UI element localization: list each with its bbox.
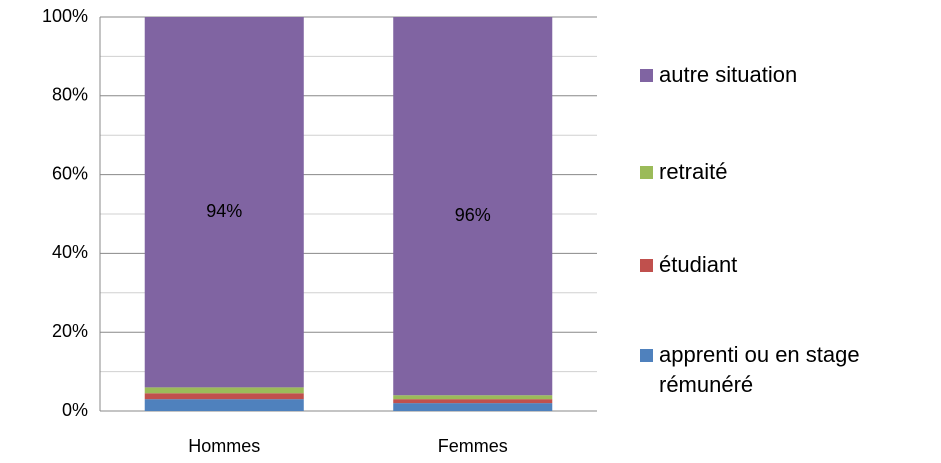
legend-label: autre situation (659, 62, 798, 87)
bar-segment (393, 17, 553, 396)
bar-segment (393, 395, 553, 400)
bar-segment (144, 17, 304, 388)
y-tick-label: 20% (52, 321, 88, 341)
bar-segment (393, 399, 553, 404)
legend-swatch (640, 69, 653, 82)
legend-swatch (640, 259, 653, 272)
bar-segment (144, 393, 304, 400)
legend-label: apprenti ou en stage rémunéré (659, 342, 860, 397)
data-label: 94% (206, 201, 242, 221)
y-tick-label: 100% (42, 6, 88, 26)
y-tick-label: 0% (62, 400, 88, 420)
legend-item: apprenti ou en stage rémunéré (640, 340, 940, 400)
legend-item: étudiant (640, 250, 940, 280)
x-tick-label: Femmes (438, 436, 508, 456)
bar-segment (393, 403, 553, 411)
legend-item: retraité (640, 157, 940, 187)
legend-label: retraité (659, 159, 728, 184)
data-label: 96% (455, 205, 491, 225)
chart: 0% 20% 40% 60% 80% 100% 94% Hommes 96% Femmes (42, 6, 597, 456)
legend-label: étudiant (659, 252, 738, 277)
legend-swatch (640, 166, 653, 179)
bar-segment (144, 399, 304, 411)
x-tick-label: Hommes (188, 436, 260, 456)
legend-item: autre situation (640, 60, 940, 90)
y-tick-label: 80% (52, 85, 88, 105)
bar-segment (144, 387, 304, 394)
y-tick-label: 40% (52, 242, 88, 262)
legend-swatch (640, 349, 653, 362)
y-tick-label: 60% (52, 163, 88, 183)
